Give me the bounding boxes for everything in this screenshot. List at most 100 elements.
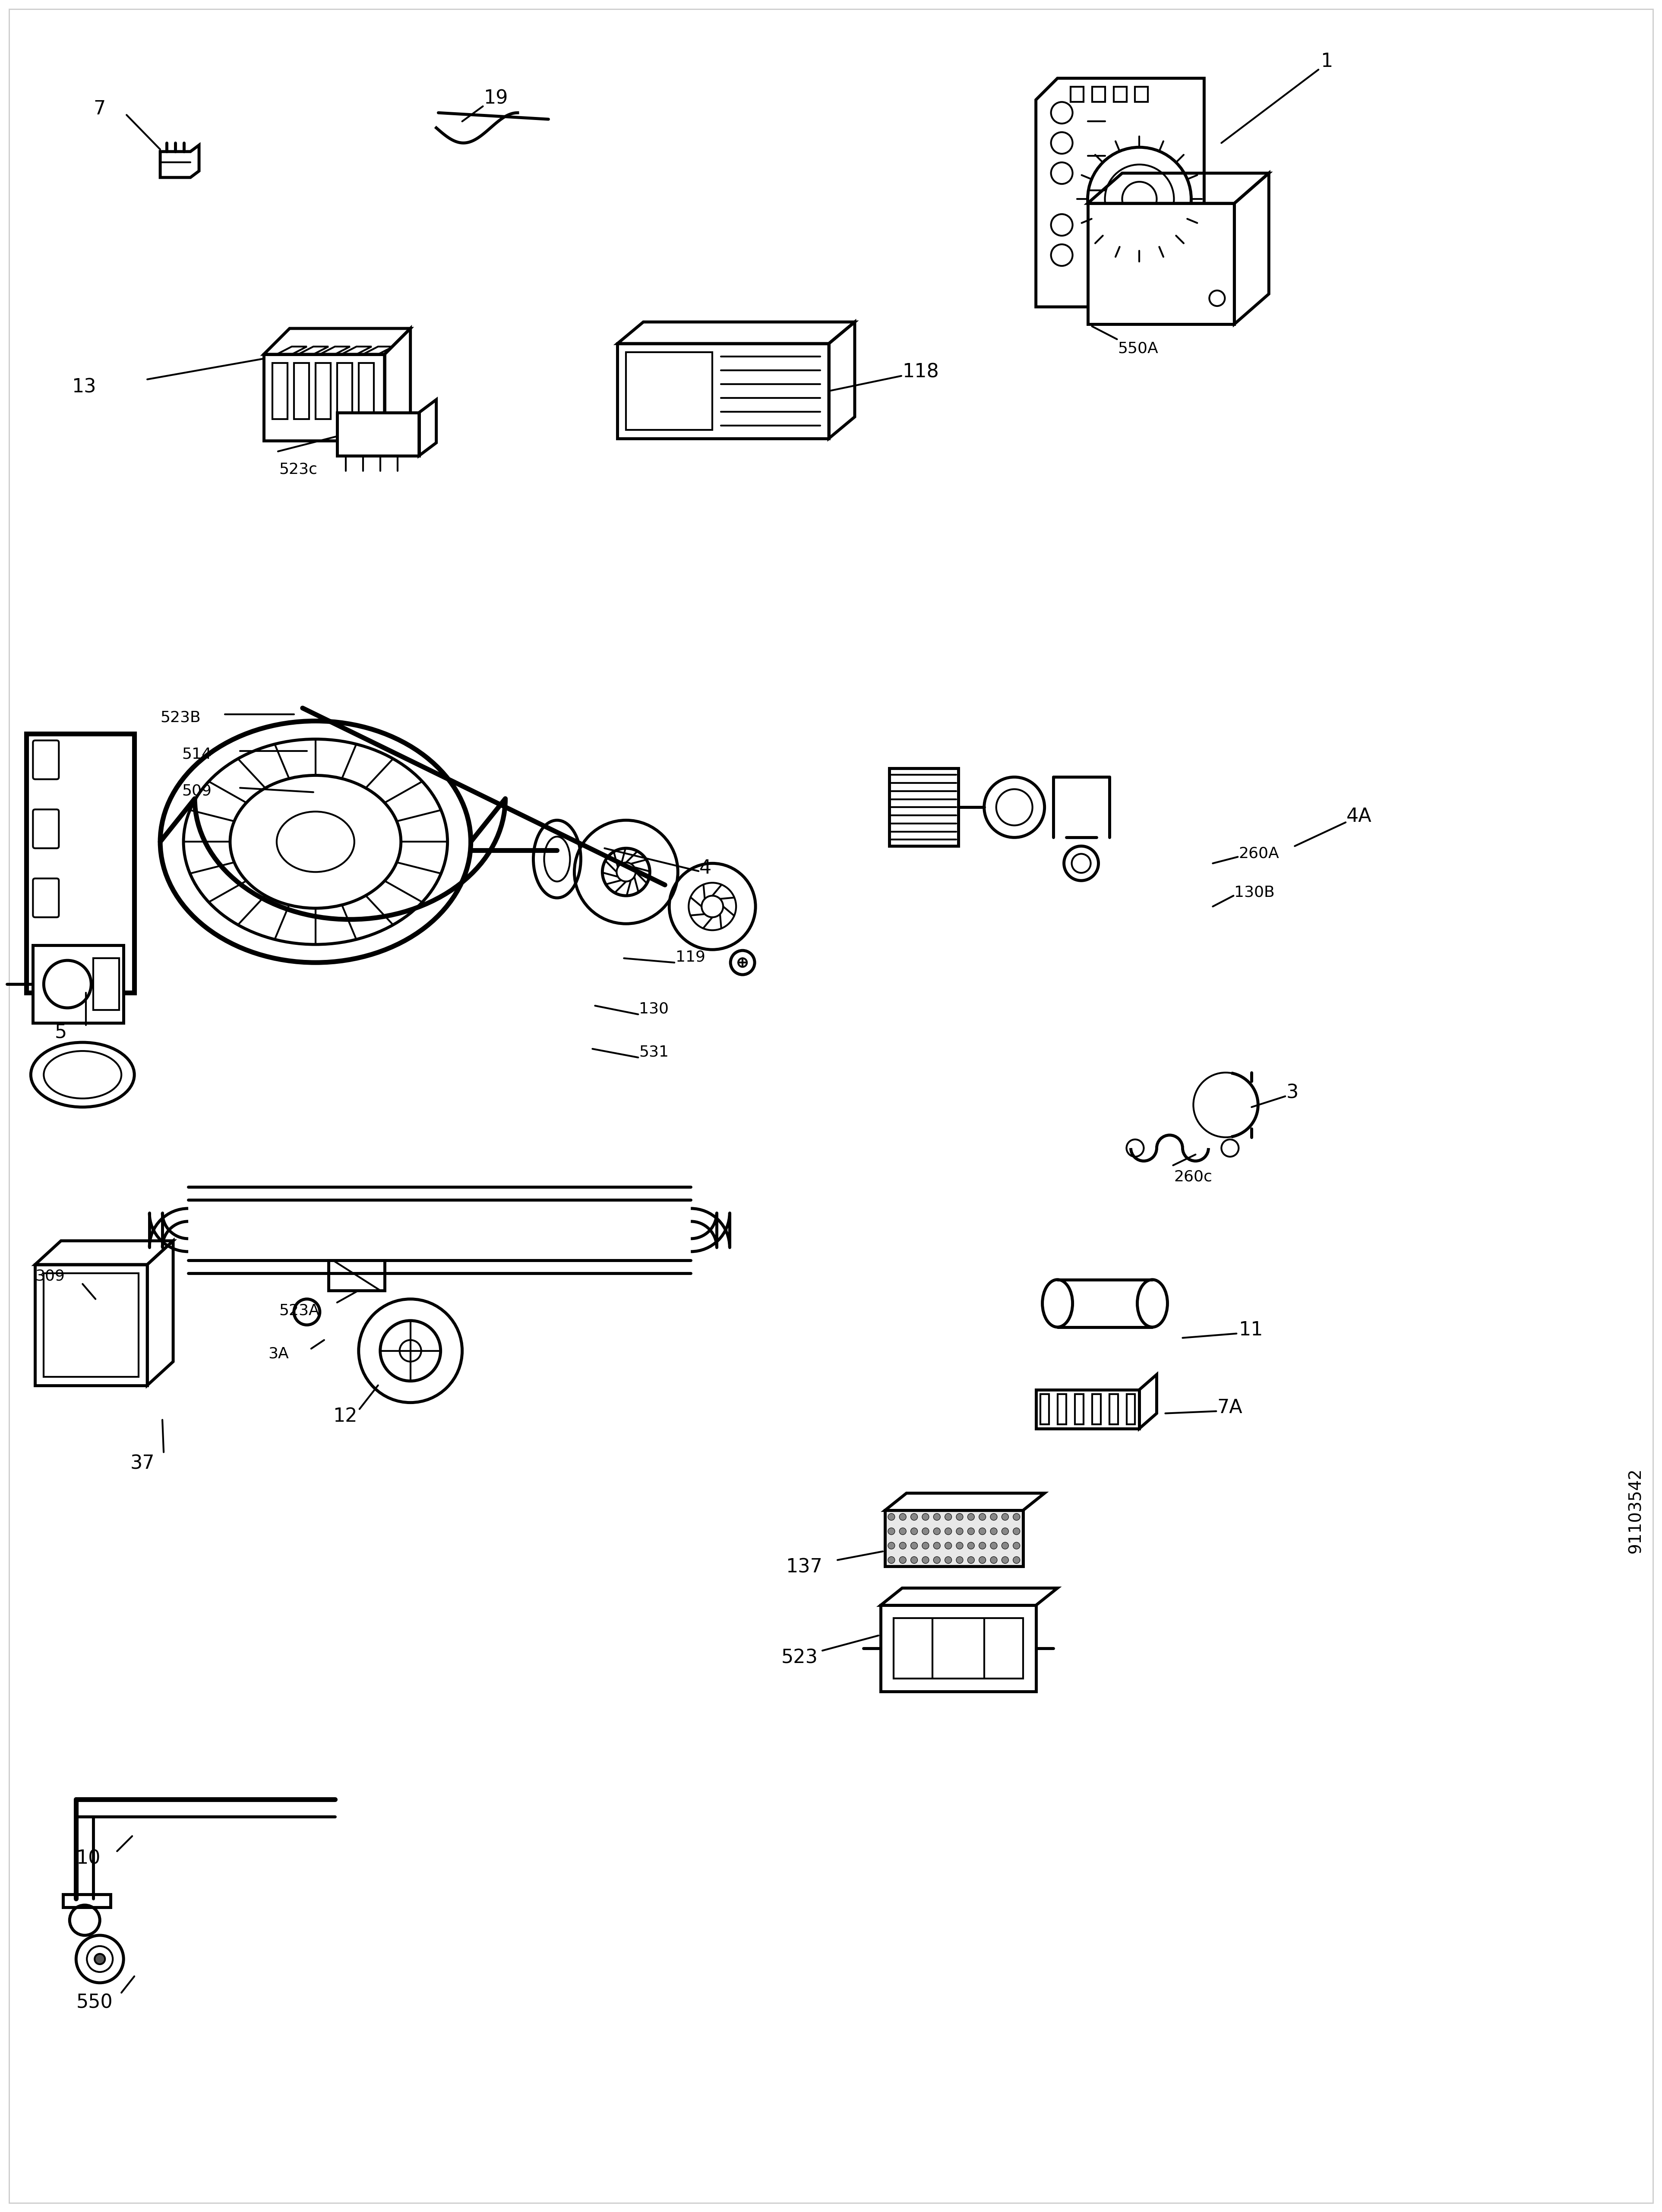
Bar bbox=[1075, 1394, 1084, 1425]
Ellipse shape bbox=[944, 1542, 952, 1548]
Text: 13: 13 bbox=[71, 378, 96, 396]
Ellipse shape bbox=[911, 1528, 917, 1535]
Bar bbox=[1109, 1394, 1119, 1425]
Ellipse shape bbox=[1014, 1557, 1020, 1564]
Text: 119: 119 bbox=[676, 949, 705, 964]
FancyBboxPatch shape bbox=[33, 878, 58, 918]
FancyBboxPatch shape bbox=[33, 741, 58, 779]
Bar bbox=[264, 354, 384, 440]
Bar bbox=[894, 1619, 1024, 1679]
Bar bbox=[1127, 1394, 1135, 1425]
Ellipse shape bbox=[911, 1542, 917, 1548]
Ellipse shape bbox=[934, 1542, 941, 1548]
Ellipse shape bbox=[1002, 1542, 1009, 1548]
Bar bbox=[359, 363, 374, 418]
Ellipse shape bbox=[991, 1542, 997, 1548]
Ellipse shape bbox=[1002, 1513, 1009, 1520]
Text: 1: 1 bbox=[1321, 53, 1333, 71]
Text: 523: 523 bbox=[781, 1648, 818, 1668]
Ellipse shape bbox=[967, 1542, 974, 1548]
Ellipse shape bbox=[899, 1513, 906, 1520]
Ellipse shape bbox=[956, 1528, 962, 1535]
Ellipse shape bbox=[899, 1542, 906, 1548]
Bar bbox=[43, 1274, 138, 1376]
Text: 7: 7 bbox=[93, 100, 106, 119]
Ellipse shape bbox=[979, 1557, 986, 1564]
Bar bbox=[1070, 86, 1084, 102]
Bar bbox=[1114, 86, 1127, 102]
Ellipse shape bbox=[922, 1542, 929, 1548]
Ellipse shape bbox=[991, 1513, 997, 1520]
Bar bbox=[337, 363, 352, 418]
Text: 260c: 260c bbox=[1173, 1170, 1212, 1183]
Bar bbox=[294, 363, 309, 418]
Ellipse shape bbox=[956, 1513, 962, 1520]
Ellipse shape bbox=[967, 1513, 974, 1520]
Bar bbox=[1087, 204, 1235, 325]
Bar bbox=[1092, 1394, 1100, 1425]
Bar bbox=[1035, 1389, 1140, 1429]
Text: 550A: 550A bbox=[1119, 341, 1158, 356]
Bar bbox=[316, 363, 331, 418]
Ellipse shape bbox=[1014, 1528, 1020, 1535]
Ellipse shape bbox=[934, 1513, 941, 1520]
Ellipse shape bbox=[899, 1557, 906, 1564]
Ellipse shape bbox=[979, 1528, 986, 1535]
Text: 19: 19 bbox=[484, 88, 509, 108]
Bar bbox=[337, 414, 419, 456]
Text: 130: 130 bbox=[638, 1002, 668, 1015]
Ellipse shape bbox=[1014, 1513, 1020, 1520]
Ellipse shape bbox=[944, 1557, 952, 1564]
Bar bbox=[273, 363, 288, 418]
Text: 523A: 523A bbox=[279, 1303, 319, 1318]
Text: 12: 12 bbox=[332, 1407, 357, 1425]
Bar bbox=[33, 945, 123, 1022]
Bar bbox=[1040, 1394, 1049, 1425]
Ellipse shape bbox=[911, 1513, 917, 1520]
Bar bbox=[881, 1606, 1035, 1692]
Ellipse shape bbox=[944, 1528, 952, 1535]
Text: 514: 514 bbox=[181, 748, 211, 761]
Ellipse shape bbox=[95, 1953, 105, 1964]
Ellipse shape bbox=[888, 1513, 894, 1520]
FancyBboxPatch shape bbox=[33, 947, 58, 987]
Text: 531: 531 bbox=[638, 1044, 668, 1060]
Ellipse shape bbox=[922, 1557, 929, 1564]
Ellipse shape bbox=[991, 1557, 997, 1564]
Text: 37: 37 bbox=[130, 1453, 155, 1473]
Text: 130B: 130B bbox=[1235, 885, 1275, 900]
Ellipse shape bbox=[1002, 1528, 1009, 1535]
Ellipse shape bbox=[944, 1513, 952, 1520]
Text: 7A: 7A bbox=[1217, 1398, 1243, 1418]
Ellipse shape bbox=[979, 1513, 986, 1520]
Ellipse shape bbox=[888, 1542, 894, 1548]
Text: 509: 509 bbox=[181, 783, 211, 799]
Ellipse shape bbox=[967, 1557, 974, 1564]
Bar bbox=[35, 1265, 148, 1385]
Bar bbox=[329, 1261, 384, 1290]
Bar bbox=[1092, 86, 1105, 102]
FancyBboxPatch shape bbox=[33, 810, 58, 847]
Text: 260A: 260A bbox=[1238, 847, 1280, 860]
Text: 523c: 523c bbox=[279, 462, 317, 478]
Ellipse shape bbox=[911, 1557, 917, 1564]
Ellipse shape bbox=[899, 1528, 906, 1535]
Bar bbox=[618, 343, 829, 438]
Text: 309: 309 bbox=[35, 1270, 65, 1283]
Ellipse shape bbox=[1002, 1557, 1009, 1564]
Text: 523B: 523B bbox=[160, 710, 201, 726]
Text: 118: 118 bbox=[902, 363, 939, 380]
Text: 137: 137 bbox=[786, 1557, 823, 1577]
Bar bbox=[27, 734, 135, 993]
Text: 11: 11 bbox=[1238, 1321, 1263, 1338]
Bar bbox=[627, 352, 713, 429]
Bar bbox=[884, 1511, 1024, 1566]
Ellipse shape bbox=[967, 1528, 974, 1535]
Bar bbox=[1057, 1394, 1065, 1425]
Text: 5: 5 bbox=[55, 1022, 66, 1042]
Bar bbox=[63, 1893, 111, 1907]
Text: 4A: 4A bbox=[1346, 807, 1371, 825]
Ellipse shape bbox=[979, 1542, 986, 1548]
Ellipse shape bbox=[888, 1528, 894, 1535]
Ellipse shape bbox=[888, 1557, 894, 1564]
